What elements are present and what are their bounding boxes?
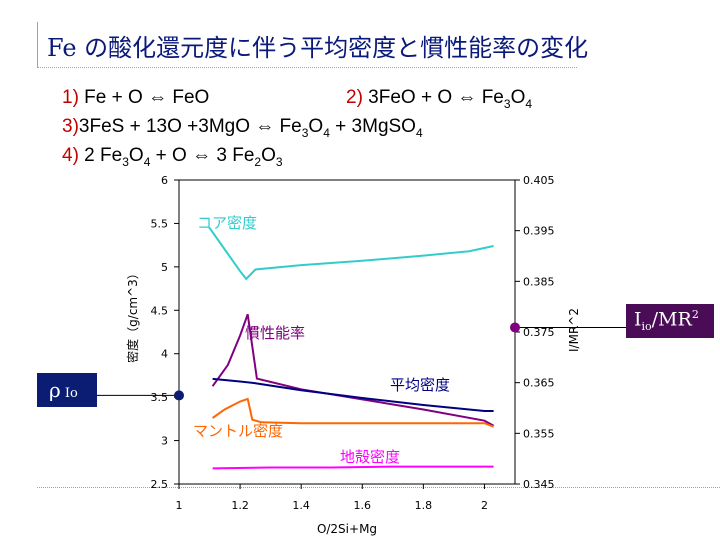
equation-4-text: 2 Fe: [78, 145, 123, 166]
title-divider: [37, 67, 577, 69]
equation-4-text2: O: [128, 145, 144, 166]
slide-title: Fe の酸化還元度に伴う平均密度と慣性能率の変化: [47, 28, 588, 63]
series-label-2: 平均密度: [390, 376, 450, 394]
equation-3-text: 3FeS + 13O +3MgO ⇔ Fe: [78, 116, 302, 137]
series-line-3: [212, 397, 494, 428]
y-tick-label: 2.5: [151, 478, 169, 491]
title-text: の酸化還元度に伴う平均密度と慣性能率の変化: [76, 34, 589, 62]
equation-1: 1) Fe + O ⇔ FeO: [62, 87, 209, 109]
equation-4-text3: + O ⇔ 3 Fe: [150, 145, 255, 166]
equation-2-text2: O: [510, 87, 526, 108]
y-tick-label: 3.5: [151, 391, 169, 404]
inertia-label-box: Iio/MR2: [626, 304, 714, 338]
equation-3: 3)3FeS + 13O +3MgO ⇔ Fe3O4 + 3MgSO4: [62, 116, 423, 140]
y2-tick-label: 0.375: [523, 326, 555, 339]
x-tick-label: 1.2: [231, 499, 249, 512]
x-tick-label: 1.8: [415, 499, 433, 512]
axis-marker-0: [174, 390, 184, 401]
series-line-4: [212, 465, 494, 470]
y2-tick-label: 0.405: [523, 174, 555, 187]
series-label-4: 地殻密度: [340, 448, 400, 466]
y2-tick-label: 0.385: [523, 275, 555, 288]
x-tick-label: 2: [481, 499, 488, 512]
rho-io-label-box: ρ Io: [37, 373, 97, 407]
inertia-subscript: io: [641, 320, 652, 334]
equation-4-text4: O: [261, 145, 276, 166]
rho-subscript: Io: [61, 386, 78, 401]
equation-4-sub1: 3: [122, 154, 129, 169]
y2-tick-label: 0.355: [523, 427, 555, 440]
equation-3-sub2: 4: [323, 125, 330, 140]
y2-axis-label: I/MR^2: [567, 308, 581, 352]
series-label-0: コア密度: [197, 214, 257, 232]
x-tick-label: 1.4: [292, 499, 310, 512]
title-fe: Fe: [47, 34, 77, 62]
equation-4: 4) 2 Fe3O4 + O ⇔ 3 Fe2O3: [62, 145, 283, 169]
series-label-1: 慣性能率: [245, 324, 305, 342]
equation-3-number: 3): [62, 116, 79, 137]
y-tick-label: 6: [161, 174, 168, 187]
equation-2-sub1: 3: [503, 96, 511, 111]
series-line-2: [212, 377, 494, 412]
y2-tick-label: 0.365: [523, 377, 555, 390]
y-tick-label: 3: [161, 435, 168, 448]
equation-2-number: 2): [346, 87, 363, 108]
axis-marker-1: [510, 322, 520, 333]
x-axis-label: O/2Si+Mg: [317, 522, 377, 536]
bottom-divider: [37, 487, 720, 489]
series-label-3: マントル密度: [193, 422, 283, 440]
x-tick-label: 1: [176, 499, 183, 512]
equation-4-sub4: 3: [275, 154, 283, 169]
equation-2-sub2: 4: [525, 96, 533, 111]
equation-1-number: 1): [62, 87, 79, 108]
rho-subscript-text: Io: [64, 386, 78, 401]
equation-3-sub3: 4: [415, 125, 423, 140]
y-axis-label: 密度（g/cm^3）: [125, 267, 140, 363]
inertia-mr: /MR: [651, 308, 692, 331]
y2-tick-label: 0.395: [523, 225, 555, 238]
series-line-0: [208, 227, 494, 281]
inertia-superscript: 2: [691, 308, 699, 321]
y2-tick-label: 0.345: [523, 478, 555, 491]
y-tick-label: 4: [161, 348, 168, 361]
x-tick-label: 1.6: [354, 499, 372, 512]
y-tick-label: 5.5: [151, 217, 169, 230]
equation-3-sub1: 3: [301, 125, 309, 140]
equation-1-text: Fe + O ⇔ FeO: [78, 87, 210, 108]
equation-2-text: 3FeO + O ⇔ Fe: [362, 87, 504, 108]
equation-2: 2) 3FeO + O ⇔ Fe3O4: [346, 87, 532, 111]
equation-4-sub2: 4: [143, 154, 151, 169]
equation-4-sub3: 2: [254, 154, 262, 169]
y-tick-label: 5: [161, 261, 168, 274]
title-accent-bar: [37, 22, 38, 68]
equation-3-text3: + 3MgSO: [329, 116, 416, 137]
series-line-1: [211, 313, 495, 427]
inertia-symbol: I: [634, 308, 642, 331]
y-tick-label: 4.5: [151, 304, 169, 317]
equation-3-text2: O: [308, 116, 324, 137]
equation-4-number: 4): [62, 145, 79, 166]
rho-symbol: ρ: [49, 378, 61, 402]
